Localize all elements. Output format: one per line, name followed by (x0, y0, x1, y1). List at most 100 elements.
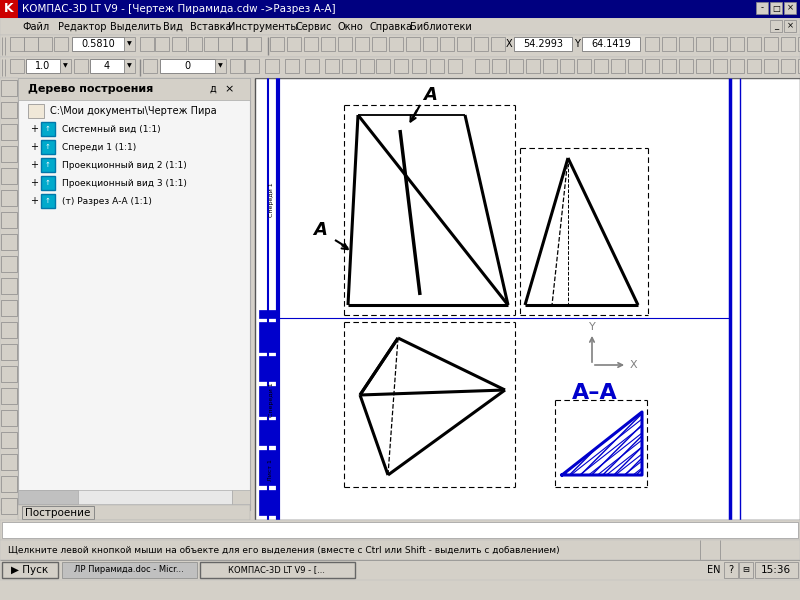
Bar (784, 2, 796, 14)
Text: Системный вид (1:1): Системный вид (1:1) (62, 124, 161, 133)
Text: А–А: А–А (572, 383, 618, 403)
Bar (696, 59, 710, 73)
Bar (492, 59, 506, 73)
Bar (188, 37, 202, 51)
Text: Файл: Файл (22, 22, 49, 31)
Bar (526, 59, 540, 73)
Bar (0, 520, 800, 540)
Bar (457, 37, 471, 51)
Bar (448, 59, 462, 73)
Text: КОМПАС-3D LT V9 - [Чертеж Пирамида.cdw ->Разрез А-А]: КОМПАС-3D LT V9 - [Чертеж Пирамида.cdw -… (22, 4, 336, 14)
Bar (491, 37, 505, 51)
Bar (747, 59, 761, 73)
Bar (0, 540, 800, 560)
Bar (1, 102, 17, 118)
Bar (1, 498, 17, 514)
Bar (770, 2, 782, 14)
Bar (1, 344, 17, 360)
Bar (18, 78, 250, 100)
Text: K: K (4, 2, 14, 16)
Bar (582, 37, 640, 51)
Bar (10, 59, 24, 73)
Text: Спереди 1: Спереди 1 (269, 383, 274, 418)
Bar (739, 562, 753, 578)
Bar (62, 562, 197, 578)
Text: Спереди 1 (1:1): Спереди 1 (1:1) (62, 142, 136, 151)
Bar (0, 0, 18, 18)
Bar (160, 59, 215, 73)
Bar (172, 37, 186, 51)
Bar (611, 59, 625, 73)
Text: Щелкните левой кнопкой мыши на объекте для его выделения (вместе с Ctrl или Shif: Щелкните левой кнопкой мыши на объекте д… (8, 545, 560, 554)
Bar (679, 37, 693, 51)
Bar (18, 505, 250, 520)
Text: ↑: ↑ (45, 198, 51, 204)
Bar (259, 386, 278, 416)
Text: Проекционный вид 2 (1:1): Проекционный вид 2 (1:1) (62, 160, 186, 169)
Bar (696, 37, 710, 51)
Text: Лист 1: Лист 1 (269, 459, 274, 481)
Bar (1, 146, 17, 162)
Bar (304, 37, 318, 51)
Text: ×: × (224, 84, 234, 94)
Bar (90, 59, 124, 73)
Bar (0, 78, 18, 510)
Bar (406, 37, 420, 51)
Bar (232, 490, 250, 504)
Bar (1, 256, 17, 272)
Bar (1, 476, 17, 492)
Bar (781, 59, 795, 73)
Text: ?: ? (729, 565, 734, 575)
Bar (577, 59, 591, 73)
Text: ▼: ▼ (127, 41, 132, 46)
Text: X: X (629, 360, 637, 370)
Bar (389, 37, 403, 51)
Bar (1, 190, 17, 206)
Bar (338, 37, 352, 51)
Bar (509, 59, 523, 73)
Bar (259, 310, 278, 318)
Bar (232, 37, 246, 51)
Text: 64.1419: 64.1419 (591, 39, 631, 49)
Text: ▼: ▼ (127, 64, 132, 68)
Bar (679, 59, 693, 73)
Text: +: + (30, 142, 38, 152)
Text: ▼: ▼ (218, 64, 223, 68)
Text: ↑: ↑ (45, 144, 51, 150)
Text: +: + (30, 124, 38, 134)
Bar (155, 37, 169, 51)
Bar (18, 78, 250, 510)
Text: _: _ (774, 22, 778, 31)
Bar (713, 59, 727, 73)
Bar (756, 2, 768, 14)
Text: Y: Y (589, 322, 595, 332)
Bar (230, 59, 244, 73)
Bar (1, 124, 17, 140)
Bar (143, 59, 157, 73)
Text: A: A (423, 86, 437, 104)
Bar (245, 59, 259, 73)
Text: д: д (210, 84, 217, 94)
Bar (54, 37, 68, 51)
Bar (1, 80, 17, 96)
Bar (124, 59, 135, 73)
Bar (270, 37, 284, 51)
Text: X: X (506, 39, 513, 49)
Bar (259, 420, 278, 445)
Bar (423, 37, 437, 51)
Bar (0, 35, 800, 57)
Bar (285, 59, 299, 73)
Bar (259, 322, 278, 352)
Bar (1, 454, 17, 470)
Bar (74, 59, 88, 73)
Text: EN: EN (707, 565, 721, 575)
Text: +: + (30, 178, 38, 188)
Bar (124, 37, 135, 51)
Bar (430, 59, 444, 73)
Text: -: - (761, 4, 763, 13)
Bar (628, 59, 642, 73)
Bar (28, 104, 44, 118)
Bar (41, 158, 55, 172)
Bar (724, 562, 738, 578)
Bar (22, 506, 94, 519)
